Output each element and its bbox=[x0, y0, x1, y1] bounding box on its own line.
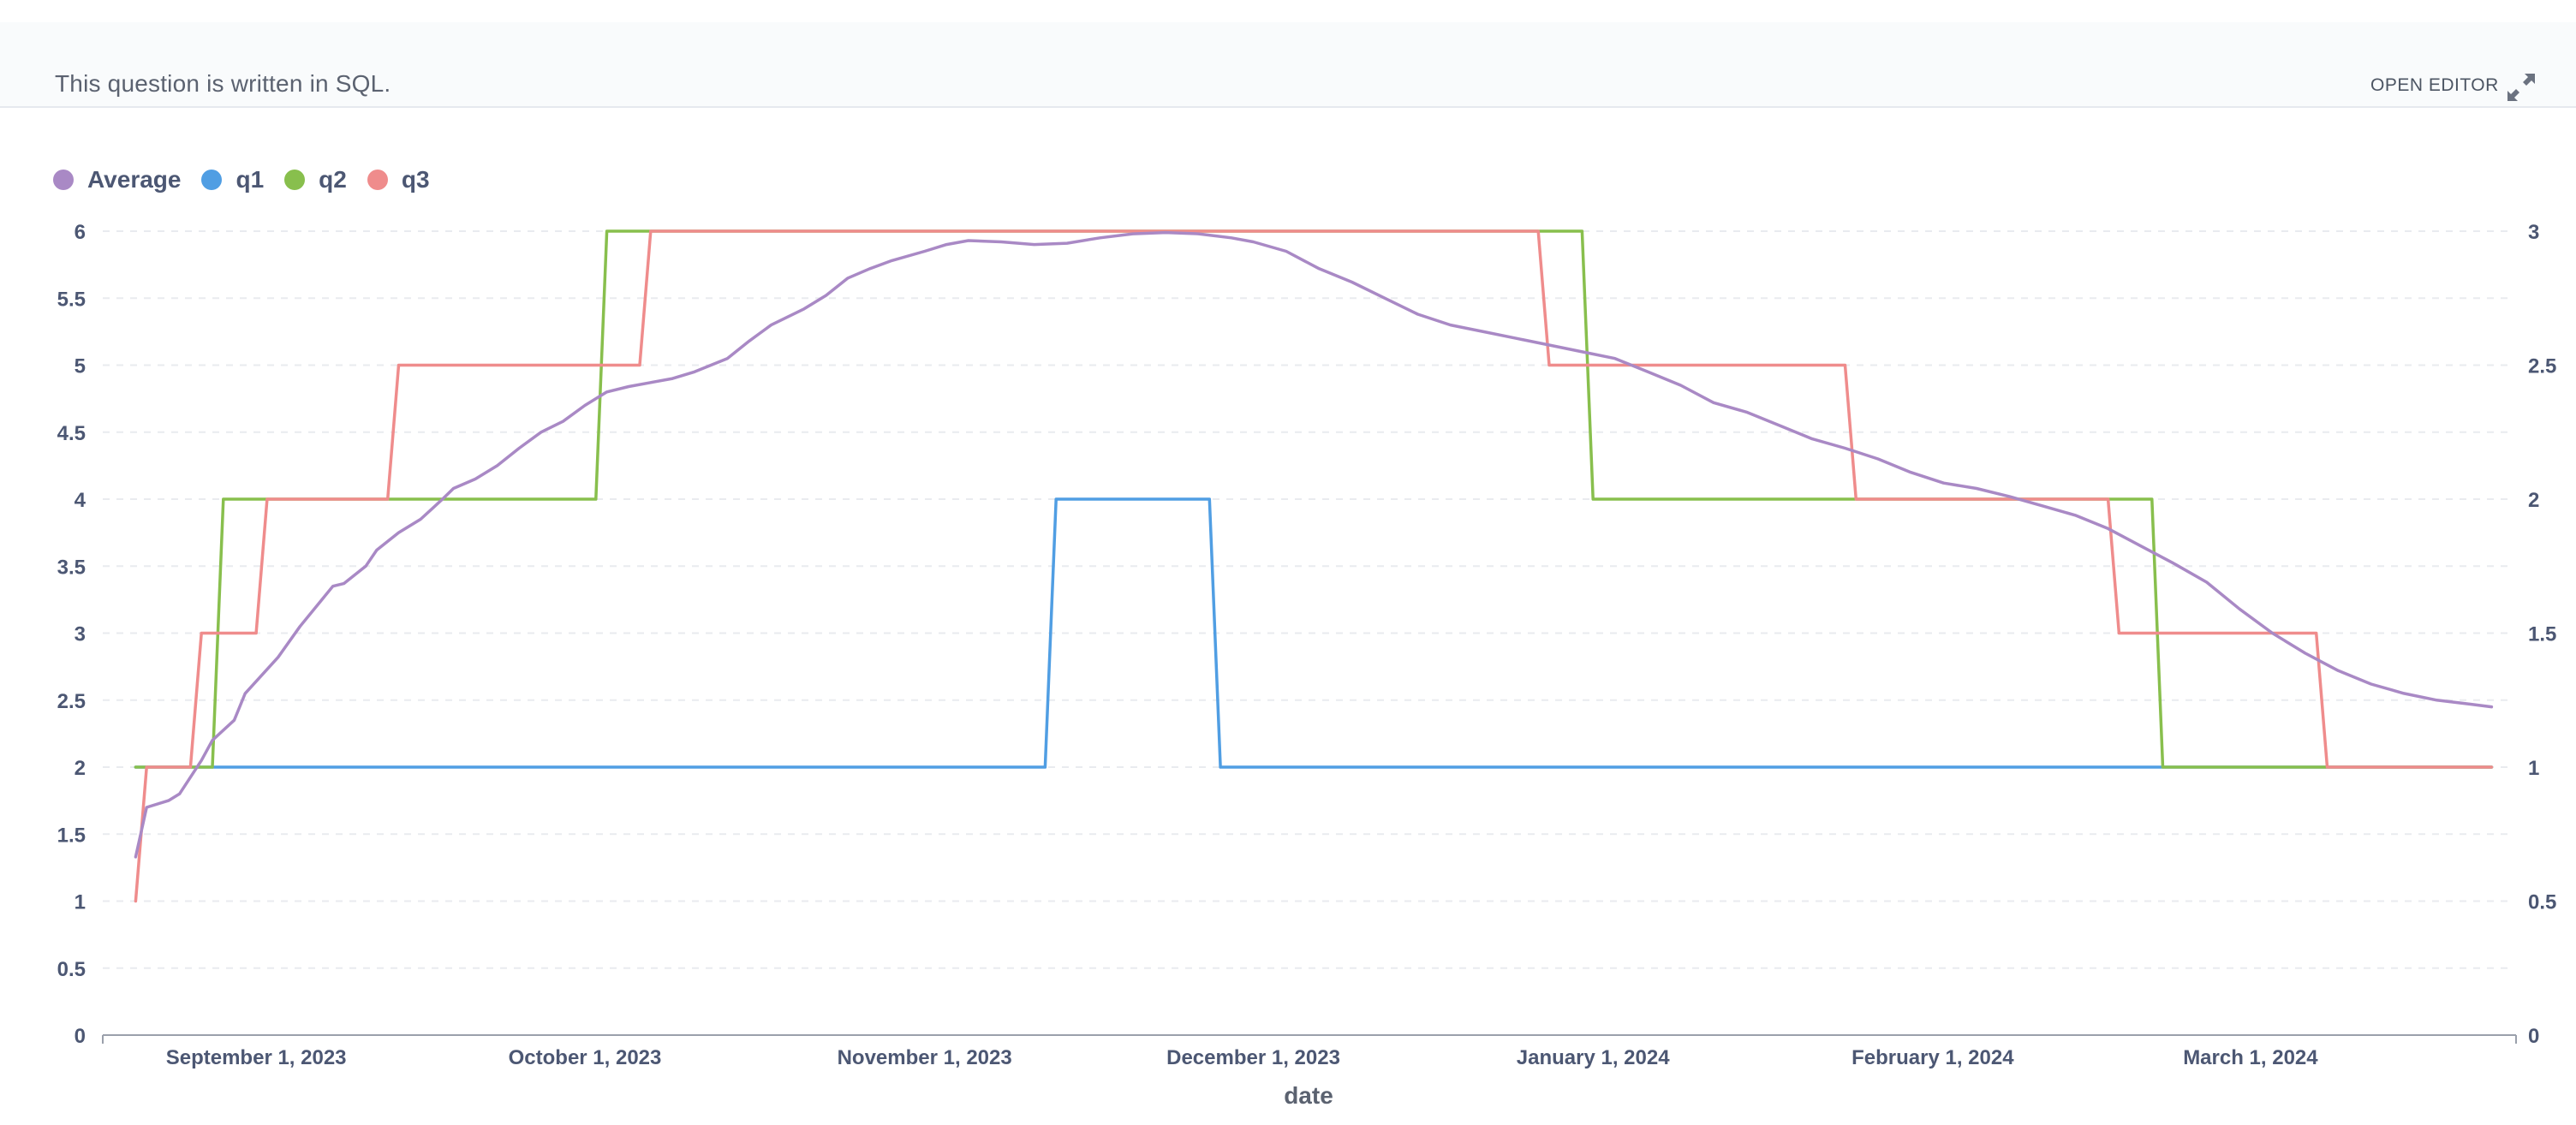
y-left-tick-label: 3.5 bbox=[57, 556, 86, 579]
y-right-tick-label: 2.5 bbox=[2528, 355, 2556, 378]
y-left-tick-label: 2 bbox=[75, 757, 86, 780]
expand-arrows-icon[interactable] bbox=[2502, 68, 2540, 106]
y-right-tick-label: 2 bbox=[2528, 489, 2539, 512]
y-left-tick-label: 4.5 bbox=[57, 422, 86, 445]
series-line-q3 bbox=[134, 229, 2494, 903]
legend-dot-q3 bbox=[367, 170, 388, 190]
y-left-tick-label: 0.5 bbox=[57, 958, 86, 981]
legend-item-average[interactable]: Average bbox=[53, 166, 181, 193]
y-right-tick-label: 0.5 bbox=[2528, 891, 2556, 914]
x-tick-label: February 1, 2024 bbox=[1852, 1046, 2014, 1069]
y-left-tick-label: 1 bbox=[75, 891, 86, 914]
x-tick-label: March 1, 2024 bbox=[2183, 1046, 2318, 1069]
y-left-tick-label: 5.5 bbox=[57, 288, 86, 311]
legend-label: q2 bbox=[319, 166, 347, 193]
legend-item-q2[interactable]: q2 bbox=[284, 166, 347, 193]
y-right-tick-label: 1 bbox=[2528, 757, 2539, 780]
y-right-tick-label: 1.5 bbox=[2528, 623, 2556, 646]
y-left-tick-label: 5 bbox=[75, 355, 86, 378]
y-left-tick-label: 6 bbox=[75, 221, 86, 244]
x-tick-label: November 1, 2023 bbox=[838, 1046, 1012, 1069]
legend-item-q3[interactable]: q3 bbox=[367, 166, 430, 193]
open-editor-button[interactable]: OPEN EDITOR bbox=[2370, 75, 2499, 95]
series-line-q1 bbox=[134, 497, 2494, 769]
y-left-tick-label: 2.5 bbox=[57, 690, 86, 713]
y-left-tick-label: 4 bbox=[75, 489, 86, 512]
series-line-average bbox=[134, 230, 2494, 859]
legend-item-q1[interactable]: q1 bbox=[201, 166, 264, 193]
y-left-tick-label: 3 bbox=[75, 623, 86, 646]
x-tick-label: October 1, 2023 bbox=[509, 1046, 662, 1069]
sql-banner: This question is written in SQL. OPEN ED… bbox=[0, 22, 2576, 108]
y-left-tick-label: 0 bbox=[75, 1025, 86, 1048]
x-axis-label: date bbox=[1284, 1082, 1333, 1109]
chart-legend: Average q1 q2 q3 bbox=[53, 163, 450, 197]
legend-label: q1 bbox=[236, 166, 265, 193]
x-tick-label: January 1, 2024 bbox=[1517, 1046, 1670, 1069]
legend-dot-q2 bbox=[284, 170, 306, 190]
x-tick-label: September 1, 2023 bbox=[166, 1046, 347, 1069]
line-chart: 0 0.5 1 1.5 2 2.5 3 3.5 4 4.5 5 5.5 6 0 0.5 1 1.5 2 2.5 3 Se… bbox=[57, 221, 2557, 1109]
y-left-tick-label: 1.5 bbox=[57, 824, 86, 847]
y-right-tick-label: 0 bbox=[2528, 1025, 2539, 1048]
top-strip bbox=[0, 0, 2576, 24]
x-tick-label: December 1, 2023 bbox=[1166, 1046, 1340, 1069]
legend-label: q3 bbox=[401, 166, 430, 193]
y-right-tick-label: 3 bbox=[2528, 221, 2539, 244]
sql-notice-text: This question is written in SQL. bbox=[55, 70, 391, 97]
legend-dot-average bbox=[53, 170, 74, 190]
legend-label: Average bbox=[87, 166, 182, 193]
legend-dot-q1 bbox=[201, 170, 223, 190]
